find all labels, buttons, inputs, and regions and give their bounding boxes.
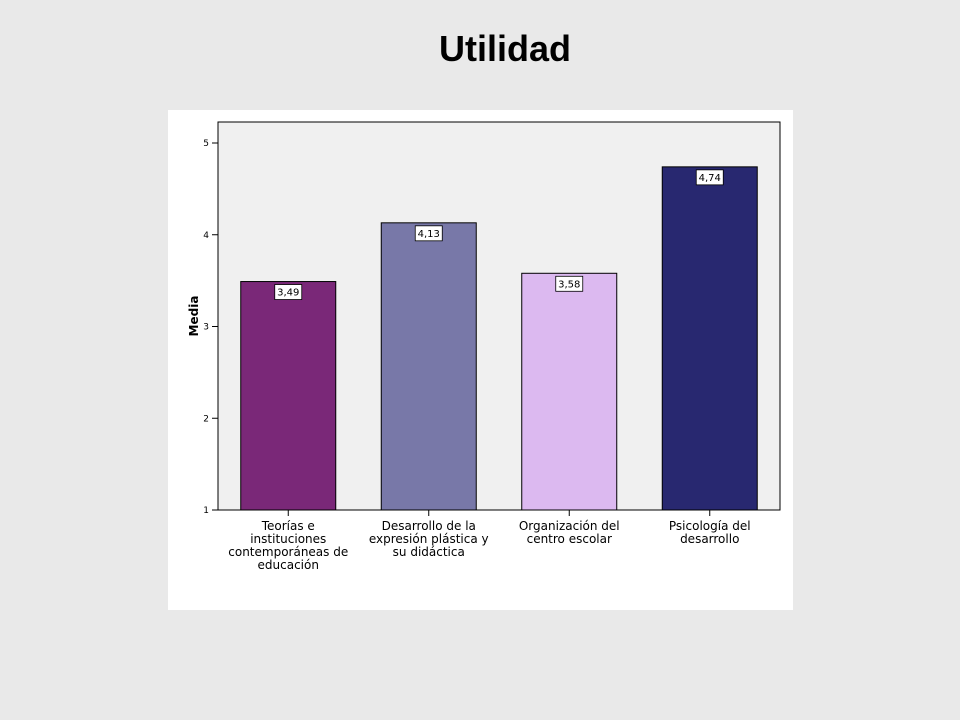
category-label-line: Teorías e [261,519,315,533]
data-label-box [695,169,724,186]
slide-title: Utilidad [439,28,571,69]
category-label: Organización del centro escolar [519,519,620,546]
bar [661,166,758,511]
y-tick-label: 2 [203,414,209,424]
category-label-line: Desarrollo de la [382,519,476,533]
category-label: Desarrollo de la expresión plástica y su d… [369,519,489,559]
category-label-line: contemporáneas de [228,545,348,559]
y-tick-label: 1 [203,506,209,516]
data-label: 3,58 [558,279,580,290]
y-tick-label: 5 [203,139,209,149]
category-label-line: desarrollo [680,532,739,546]
data-label: 4,74 [699,173,721,184]
category-label-line: Psicología del [669,519,751,533]
category-label-line: educación [258,558,319,572]
y-tick-label: 3 [203,323,209,333]
category-label-line: su didáctica [393,545,465,559]
category-label-line: Organización del [519,519,620,533]
category-label-line: instituciones [250,532,326,546]
data-label: 3,49 [277,288,299,299]
chart-panel: 1 2 3 4 5 Media 3,49 Teorías e instituciones cont… [168,110,793,610]
bar [380,222,477,511]
data-label: 4,13 [418,229,440,240]
category-label: Psicología del desarrollo [669,519,751,546]
category-label-line: centro escolar [527,532,612,546]
y-tick-label: 4 [203,231,209,241]
bar [240,281,337,511]
category-label: Teorías e instituciones contemporáneas de e… [228,519,348,572]
data-label-box [274,284,303,300]
bar-chart: 1 2 3 4 5 Media 3,49 Teorías e instituciones cont… [187,121,781,572]
data-label-box [555,275,584,292]
y-axis-title: Media [187,296,201,337]
data-label-box [414,225,443,242]
category-label-line: expresión plástica y [369,532,489,546]
bar [521,272,618,511]
